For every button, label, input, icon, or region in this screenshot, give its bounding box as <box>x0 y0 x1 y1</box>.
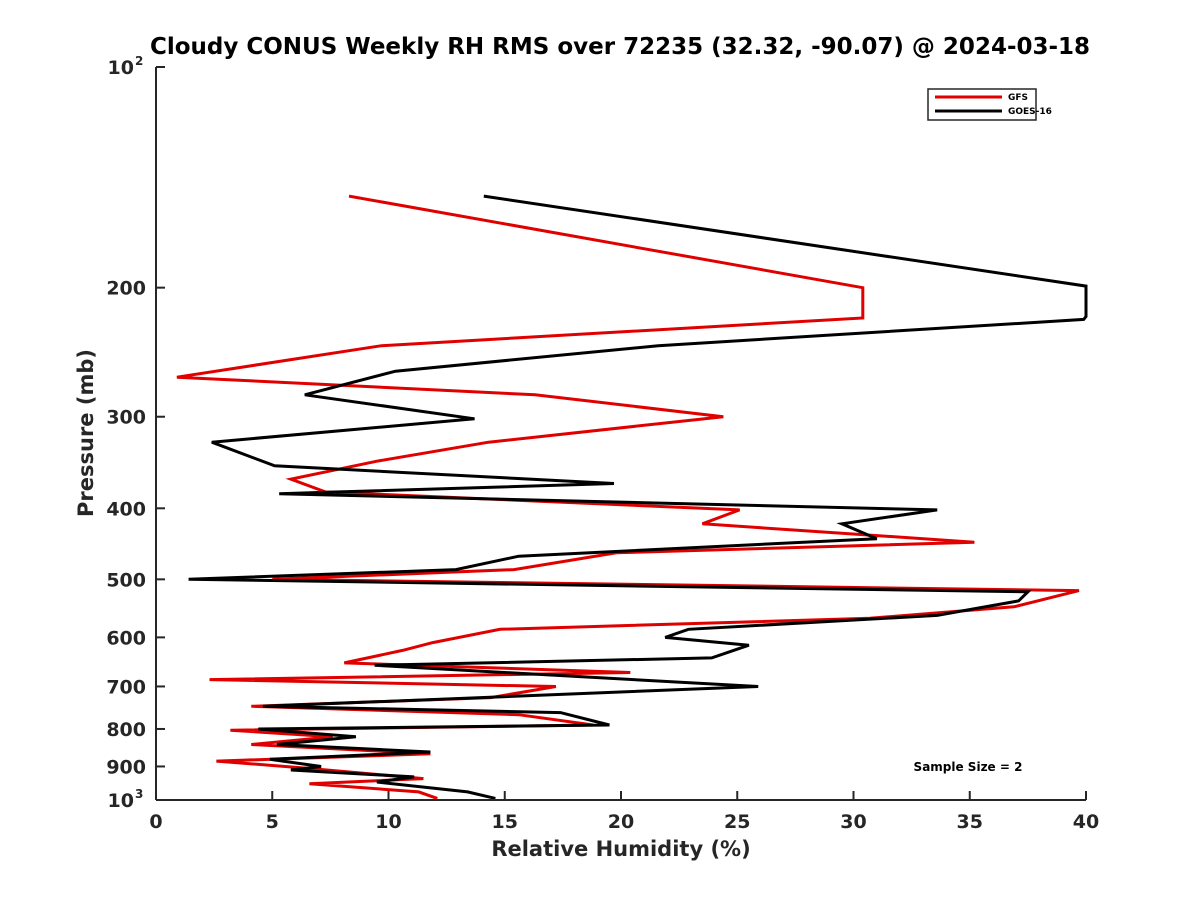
x-ticks: 0 5 10 15 20 25 30 35 40 <box>149 791 1099 833</box>
x-tick-label: 30 <box>840 811 866 833</box>
axes: 0 5 10 15 20 25 30 35 40 200 300 400 500 600 700 800 90… <box>106 54 1099 833</box>
legend: GFS GOES-16 <box>927 88 1052 121</box>
y-tick-label: 200 <box>106 278 146 300</box>
y-tick-label: 800 <box>106 719 146 741</box>
x-tick-label: 25 <box>724 811 750 833</box>
y-tick-label: 400 <box>106 498 146 520</box>
y-tick-label: 600 <box>106 627 146 649</box>
x-tick-label: 5 <box>266 811 279 833</box>
legend-label-gfs: GFS <box>1008 93 1028 103</box>
y-axis-label: Pressure (mb) <box>74 349 98 517</box>
y-tick-label: 10 <box>108 790 134 812</box>
x-axis-label: Relative Humidity (%) <box>491 837 750 861</box>
y-tick-exponent: 2 <box>135 54 143 68</box>
legend-label-goes-16: GOES-16 <box>1008 107 1052 117</box>
series-line-goes-16 <box>188 194 1088 800</box>
x-tick-label: 15 <box>492 811 518 833</box>
x-tick-label: 20 <box>608 811 634 833</box>
y-tick-label: 10 <box>108 57 134 79</box>
x-tick-label: 0 <box>149 811 162 833</box>
series-layer <box>176 194 1088 800</box>
x-tick-label: 35 <box>957 811 983 833</box>
plot-area <box>156 67 1088 800</box>
y-tick-label: 900 <box>106 756 146 778</box>
sample-size-annotation: Sample Size = 2 <box>914 760 1023 774</box>
x-tick-label: 40 <box>1073 811 1099 833</box>
legend-box <box>927 88 1037 121</box>
y-tick-label: 700 <box>106 676 146 698</box>
chart-title: Cloudy CONUS Weekly RH RMS over 72235 (3… <box>150 34 1090 60</box>
y-tick-label: 500 <box>106 569 146 591</box>
y-tick-exponent: 3 <box>135 787 143 801</box>
x-tick-label: 10 <box>375 811 401 833</box>
y-tick-label: 300 <box>106 407 146 429</box>
